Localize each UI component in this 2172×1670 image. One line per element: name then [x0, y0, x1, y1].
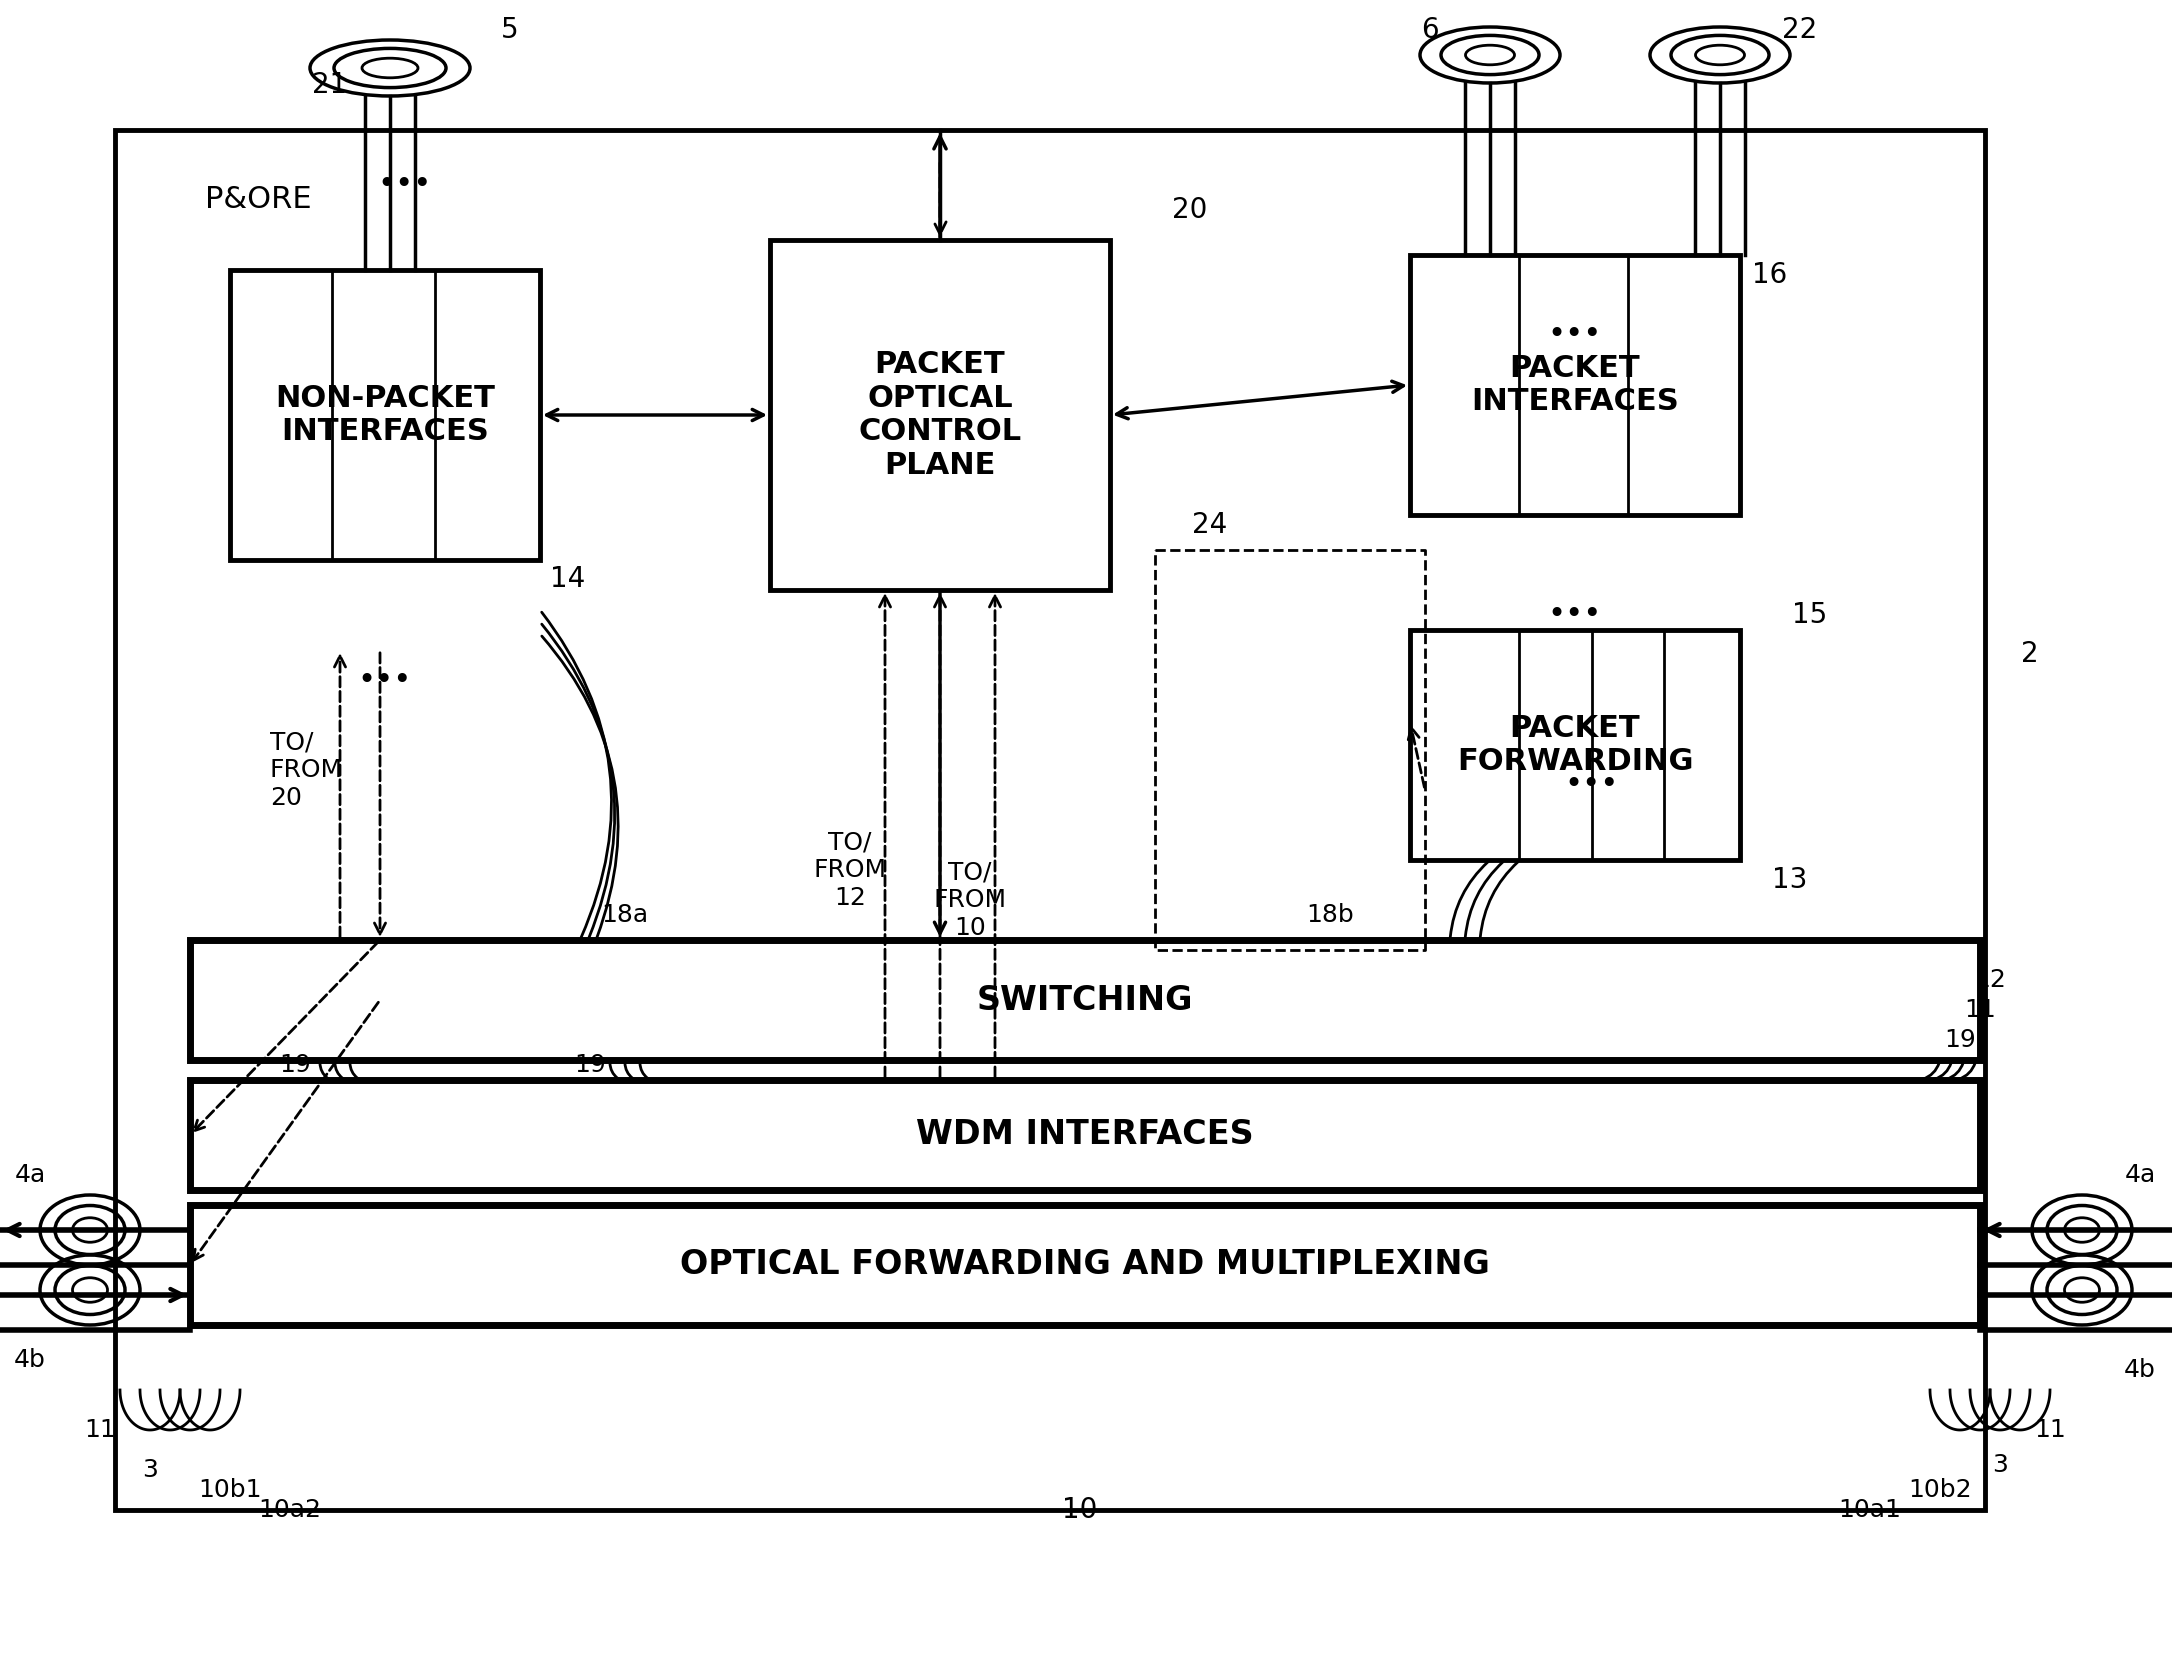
Text: 15: 15	[1792, 601, 1827, 630]
Text: 5: 5	[502, 17, 519, 43]
Text: 10a2: 10a2	[258, 1498, 321, 1521]
Text: 11: 11	[85, 1418, 115, 1441]
Text: •••: •••	[358, 666, 413, 695]
Text: 21: 21	[313, 72, 348, 99]
Text: 18a: 18a	[602, 903, 649, 927]
Text: 11: 11	[2035, 1418, 2066, 1441]
Text: 13: 13	[1772, 867, 1807, 893]
Text: 18b: 18b	[1305, 903, 1353, 927]
Text: •••: •••	[378, 170, 432, 199]
Text: NON-PACKET
INTERFACES: NON-PACKET INTERFACES	[276, 384, 495, 446]
Text: 14: 14	[550, 564, 584, 593]
Text: 6: 6	[1420, 17, 1438, 43]
Text: 11: 11	[1963, 999, 1996, 1022]
Text: OPTICAL FORWARDING AND MULTIPLEXING: OPTICAL FORWARDING AND MULTIPLEXING	[680, 1249, 1490, 1281]
Text: 4a: 4a	[15, 1162, 46, 1187]
Text: 10a1: 10a1	[1838, 1498, 1900, 1521]
Text: 24: 24	[1192, 511, 1227, 539]
Text: 3: 3	[1992, 1453, 2007, 1476]
Text: 19: 19	[573, 1054, 606, 1077]
Text: PACKET
OPTICAL
CONTROL
PLANE: PACKET OPTICAL CONTROL PLANE	[858, 351, 1021, 479]
Bar	[230, 271, 541, 559]
Text: TO/
FROM
10: TO/ FROM 10	[934, 860, 1006, 940]
Text: 10b1: 10b1	[198, 1478, 263, 1501]
Text: 2: 2	[2022, 640, 2040, 668]
Bar	[189, 1080, 1981, 1191]
Text: 10: 10	[1062, 1496, 1097, 1525]
Text: P&ORE: P&ORE	[204, 185, 311, 214]
Text: 20: 20	[1173, 195, 1208, 224]
Text: 19: 19	[280, 1054, 311, 1077]
Bar	[1410, 256, 1740, 514]
Text: 19: 19	[1944, 1029, 1977, 1052]
Text: 12: 12	[1974, 969, 2007, 992]
Text: 3: 3	[141, 1458, 159, 1481]
Text: PACKET
INTERFACES: PACKET INTERFACES	[1470, 354, 1679, 416]
Bar	[771, 240, 1110, 590]
Text: WDM INTERFACES: WDM INTERFACES	[917, 1119, 1253, 1152]
Text: 10b2: 10b2	[1909, 1478, 1972, 1501]
Text: 22: 22	[1783, 17, 1818, 43]
Text: •••: •••	[1549, 321, 1603, 349]
Text: 16: 16	[1753, 261, 1788, 289]
Text: •••: •••	[1549, 601, 1603, 630]
Text: 4b: 4b	[2124, 1358, 2157, 1383]
Bar	[189, 1206, 1981, 1324]
Text: TO/
FROM
20: TO/ FROM 20	[269, 730, 343, 810]
Bar	[1410, 630, 1740, 860]
Text: PACKET
FORWARDING: PACKET FORWARDING	[1457, 713, 1694, 777]
Bar	[189, 940, 1981, 1060]
Text: •••: •••	[1564, 770, 1618, 800]
Text: 4a: 4a	[2124, 1162, 2155, 1187]
Text: TO/
FROM
12: TO/ FROM 12	[814, 830, 886, 910]
Bar	[115, 130, 1985, 1510]
Text: SWITCHING: SWITCHING	[977, 984, 1192, 1017]
Text: 4b: 4b	[13, 1348, 46, 1373]
